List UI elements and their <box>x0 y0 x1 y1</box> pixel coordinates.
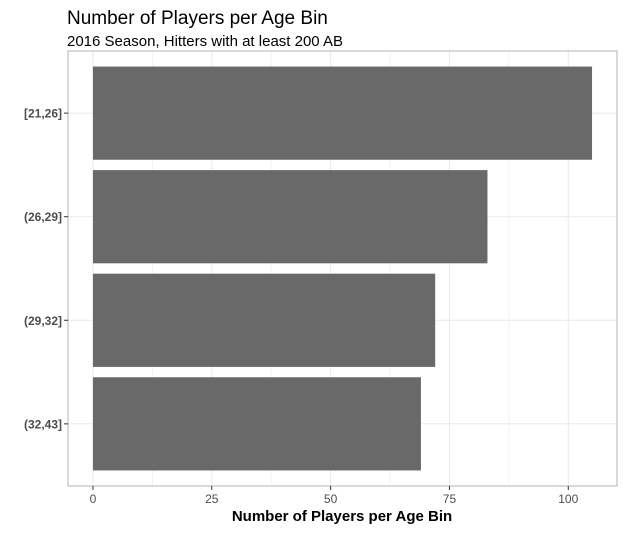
x-tick-label: 50 <box>324 492 338 506</box>
y-tick-label: (32,43] <box>24 417 62 431</box>
chart-title: Number of Players per Age Bin <box>67 8 328 29</box>
chart-subtitle: 2016 Season, Hitters with at least 200 A… <box>67 33 343 50</box>
panel-border <box>67 50 618 487</box>
y-tick-label: (26,29] <box>24 210 62 224</box>
x-tick-label: 75 <box>443 492 457 506</box>
y-axis: [21,26] (26,29] (29,32] (32,43] <box>24 107 68 431</box>
bars <box>92 66 593 471</box>
x-tick-label: 25 <box>205 492 219 506</box>
y-tick-label: (29,32] <box>24 314 62 328</box>
bar-[21,26] <box>92 66 593 160</box>
x-tick-label: 0 <box>90 492 97 506</box>
x-axis-title: Number of Players per Age Bin <box>232 508 452 525</box>
bar-(29,32] <box>92 273 436 367</box>
x-tick-label: 100 <box>558 492 578 506</box>
bar-(32,43] <box>92 377 421 471</box>
bar-(26,29] <box>92 170 488 264</box>
x-axis: 0 25 50 75 100 <box>90 486 579 506</box>
y-tick-label: [21,26] <box>24 107 62 121</box>
